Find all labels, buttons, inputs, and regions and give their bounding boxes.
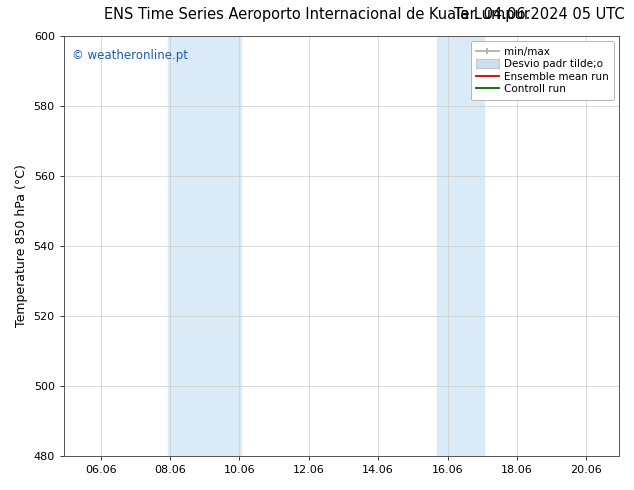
Y-axis label: Temperature 850 hPa (°C): Temperature 850 hPa (°C) [15, 165, 28, 327]
Bar [168, 36, 242, 456]
Legend: min/max, Desvio padr tilde;o, Ensemble mean run, Controll run: min/max, Desvio padr tilde;o, Ensemble m… [470, 41, 614, 99]
Bar [437, 36, 484, 456]
Text: © weatheronline.pt: © weatheronline.pt [72, 49, 188, 62]
Text: ENS Time Series Aeroporto Internacional de Kuala Lumpur: ENS Time Series Aeroporto Internacional … [104, 7, 530, 23]
Text: Ter. 04.06.2024 05 UTC: Ter. 04.06.2024 05 UTC [454, 7, 624, 23]
